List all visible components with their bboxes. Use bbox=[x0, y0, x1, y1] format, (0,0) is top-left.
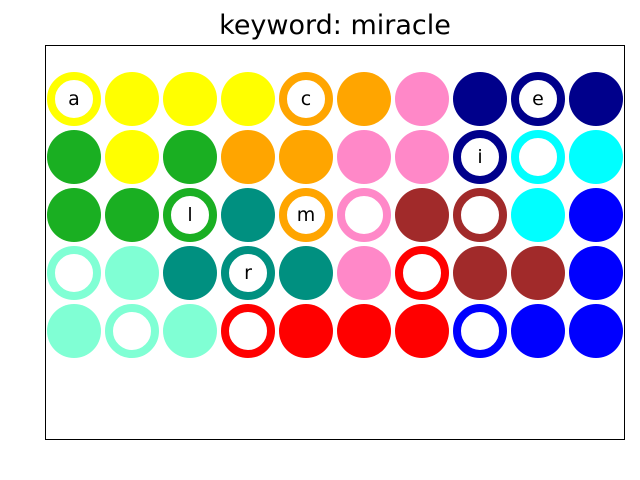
grid-circle-r3-c8[interactable] bbox=[453, 188, 507, 242]
grid-circle-r1-c2[interactable] bbox=[105, 72, 159, 126]
grid-circle-r1-c7[interactable] bbox=[395, 72, 449, 126]
puzzle-title: keyword: miracle bbox=[219, 10, 451, 41]
grid-circle-r1-c4[interactable] bbox=[221, 72, 275, 126]
circle-letter: c bbox=[300, 88, 312, 110]
grid-circle-r2-c9[interactable] bbox=[511, 130, 565, 184]
grid-circle-r5-c9[interactable] bbox=[511, 304, 565, 358]
grid-circle-r4-c4[interactable]: r bbox=[221, 246, 275, 300]
grid-circle-r4-c2[interactable] bbox=[105, 246, 159, 300]
circle-board: a c e i l m r bbox=[45, 45, 625, 440]
grid-circle-r5-c3[interactable] bbox=[163, 304, 217, 358]
grid-circle-r3-c4[interactable] bbox=[221, 188, 275, 242]
grid-circle-r3-c3[interactable]: l bbox=[163, 188, 217, 242]
grid-circle-r5-c1[interactable] bbox=[47, 304, 101, 358]
grid-circle-r1-c1[interactable]: a bbox=[47, 72, 101, 126]
grid-circle-r2-c7[interactable] bbox=[395, 130, 449, 184]
grid-circle-r2-c5[interactable] bbox=[279, 130, 333, 184]
grid-circle-r5-c5[interactable] bbox=[279, 304, 333, 358]
grid-circle-r4-c8[interactable] bbox=[453, 246, 507, 300]
grid-circle-r3-c1[interactable] bbox=[47, 188, 101, 242]
grid-circle-r5-c7[interactable] bbox=[395, 304, 449, 358]
circle-letter: l bbox=[187, 204, 193, 226]
grid-circle-r3-c7[interactable] bbox=[395, 188, 449, 242]
grid-circle-r1-c8[interactable] bbox=[453, 72, 507, 126]
grid-circle-r3-c9[interactable] bbox=[511, 188, 565, 242]
grid-circle-r1-c6[interactable] bbox=[337, 72, 391, 126]
grid-circle-r1-c3[interactable] bbox=[163, 72, 217, 126]
grid-circle-r2-c8[interactable]: i bbox=[453, 130, 507, 184]
grid-circle-r5-c10[interactable] bbox=[569, 304, 623, 358]
grid-circle-r5-c8[interactable] bbox=[453, 304, 507, 358]
grid-circle-r3-c6[interactable] bbox=[337, 188, 391, 242]
grid-circle-r5-c4[interactable] bbox=[221, 304, 275, 358]
grid-circle-r1-c9[interactable]: e bbox=[511, 72, 565, 126]
grid-circle-r5-c6[interactable] bbox=[337, 304, 391, 358]
grid-circle-r3-c2[interactable] bbox=[105, 188, 159, 242]
grid-circle-r4-c7[interactable] bbox=[395, 246, 449, 300]
grid-circle-r2-c6[interactable] bbox=[337, 130, 391, 184]
grid-circle-r1-c10[interactable] bbox=[569, 72, 623, 126]
grid-circle-r2-c2[interactable] bbox=[105, 130, 159, 184]
grid-circle-r5-c2[interactable] bbox=[105, 304, 159, 358]
grid-circle-r2-c1[interactable] bbox=[47, 130, 101, 184]
circle-letter: a bbox=[68, 88, 80, 110]
grid-circle-r2-c10[interactable] bbox=[569, 130, 623, 184]
grid-circle-r4-c6[interactable] bbox=[337, 246, 391, 300]
grid-circle-r2-c4[interactable] bbox=[221, 130, 275, 184]
circle-letter: i bbox=[477, 146, 483, 168]
grid-circle-r1-c5[interactable]: c bbox=[279, 72, 333, 126]
grid-circle-r4-c3[interactable] bbox=[163, 246, 217, 300]
grid-circle-r4-c5[interactable] bbox=[279, 246, 333, 300]
grid-circle-r3-c5[interactable]: m bbox=[279, 188, 333, 242]
circle-letter: e bbox=[532, 88, 544, 110]
grid-circle-r4-c1[interactable] bbox=[47, 246, 101, 300]
circle-letter: m bbox=[296, 204, 316, 226]
circle-letter: r bbox=[244, 262, 252, 284]
grid-circle-r4-c10[interactable] bbox=[569, 246, 623, 300]
grid-circle-r3-c10[interactable] bbox=[569, 188, 623, 242]
grid-circle-r4-c9[interactable] bbox=[511, 246, 565, 300]
grid-circle-r2-c3[interactable] bbox=[163, 130, 217, 184]
